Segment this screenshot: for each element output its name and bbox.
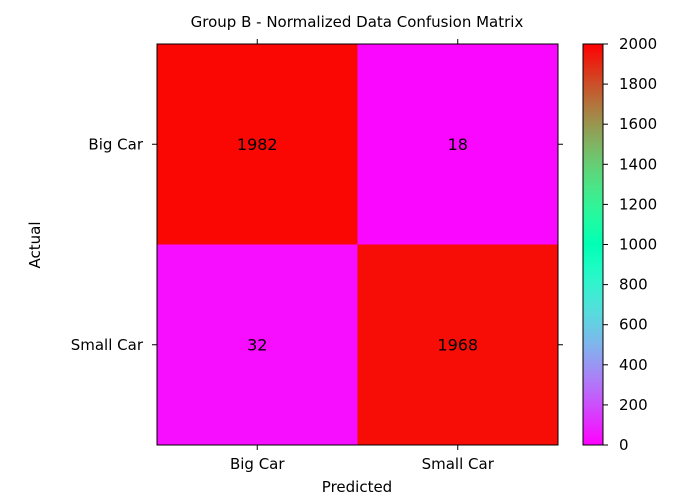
chart-title: Group B - Normalized Data Confusion Matr…: [191, 13, 524, 31]
y-axis-ticks: Big Car Small Car: [71, 135, 563, 354]
cell-value-label: 18: [448, 135, 468, 154]
colorbar-tick-label: 1000: [619, 236, 657, 254]
cell-value-label: 32: [247, 335, 267, 354]
x-axis-label: Predicted: [322, 478, 392, 496]
colorbar-tick-label: 2000: [619, 35, 657, 53]
colorbar-tick-label: 200: [619, 396, 648, 414]
heatmap-cell: [157, 244, 358, 446]
x-axis-ticks: Big Car Small Car: [230, 39, 495, 473]
colorbar-tick-label: 400: [619, 356, 648, 374]
heatmap-cell: [357, 244, 559, 446]
heatmap-cell: [357, 44, 559, 245]
heatmap-cells: 1982 18 32 1968: [157, 44, 559, 446]
colorbar-ticks: 0 200 400 600 800 1000 1200 1400 1600 1800 2000: [603, 35, 657, 454]
colorbar-tick-label: 1200: [619, 195, 657, 213]
x-tick-label: Big Car: [230, 455, 285, 473]
x-tick-label: Small Car: [422, 455, 495, 473]
plot-frame: [156, 43, 559, 446]
colorbar-tick-label: 1800: [619, 75, 657, 93]
colorbar-tick-label: 0: [619, 436, 629, 454]
colorbar-tick-label: 800: [619, 276, 648, 294]
colorbar-tick-label: 600: [619, 316, 648, 334]
colorbar-tick-label: 1400: [619, 155, 657, 173]
colorbar-tick-label: 1600: [619, 115, 657, 133]
cell-value-label: 1982: [237, 135, 278, 154]
y-tick-label: Big Car: [88, 135, 143, 153]
y-axis-label: Actual: [26, 222, 44, 269]
colorbar: [582, 43, 604, 446]
y-tick-label: Small Car: [71, 336, 144, 354]
cell-value-label: 1968: [437, 335, 478, 354]
heatmap-cell: [157, 44, 358, 245]
